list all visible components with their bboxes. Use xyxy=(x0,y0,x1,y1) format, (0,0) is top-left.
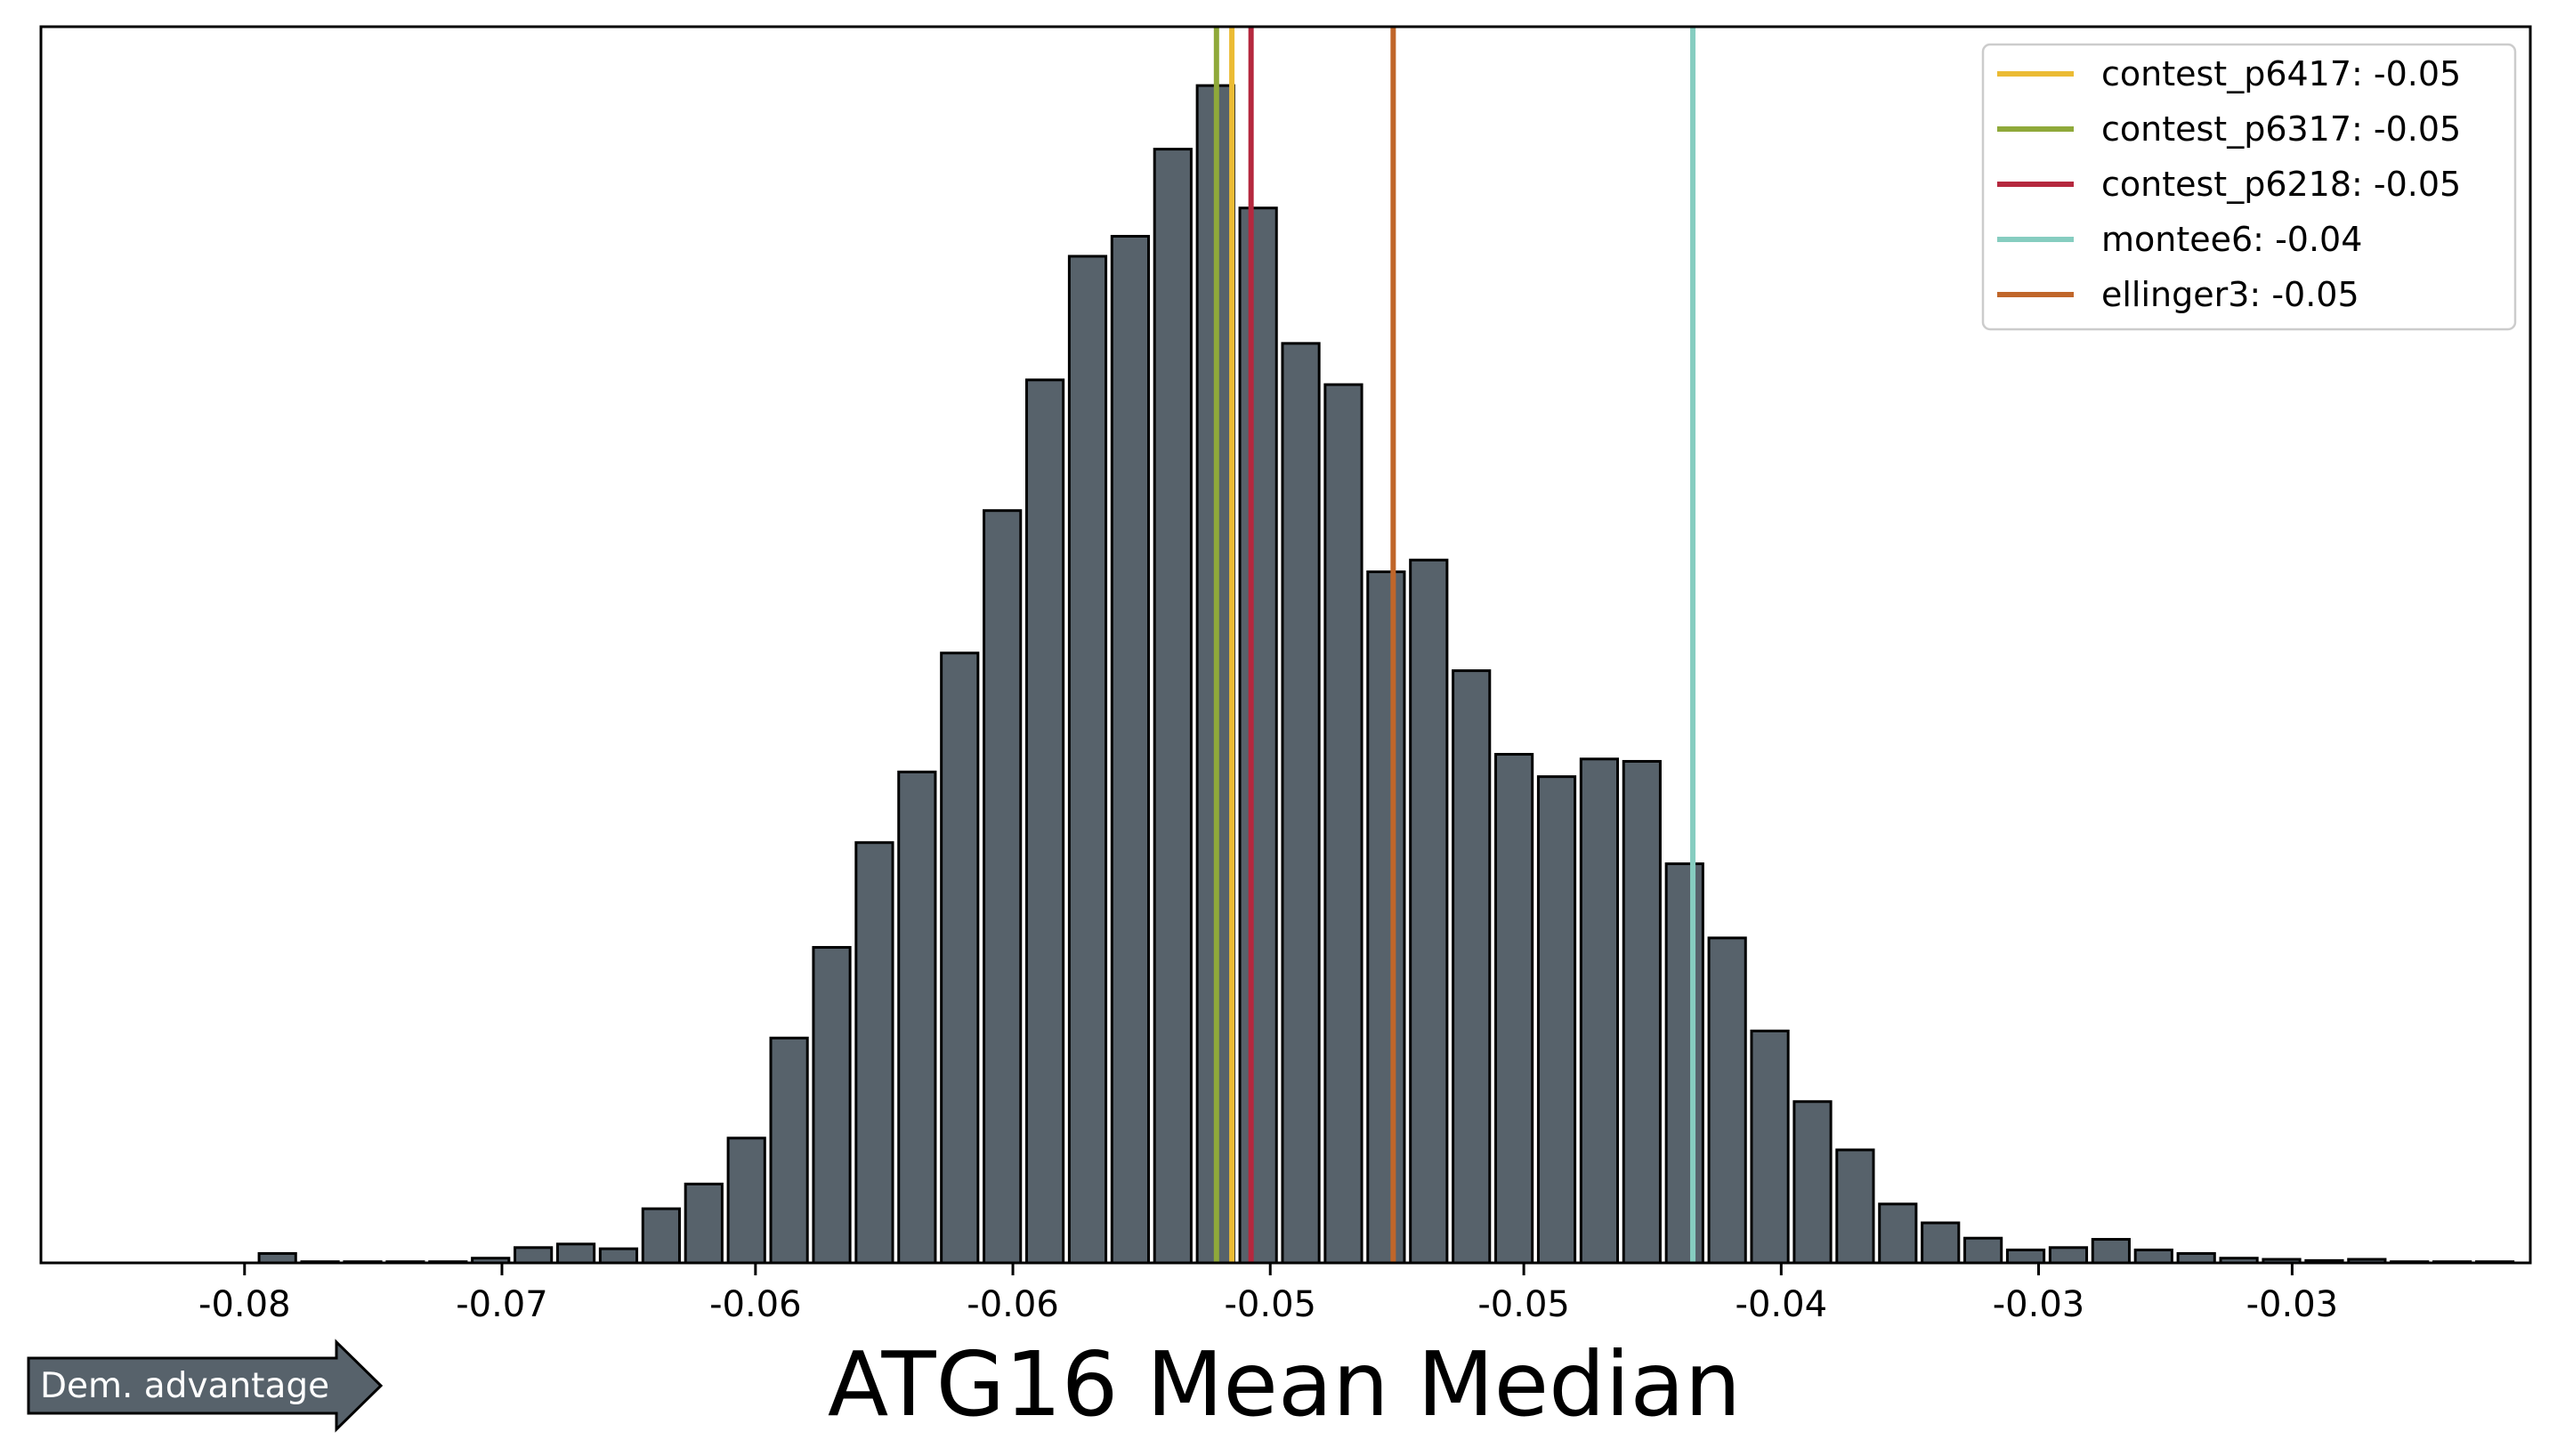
histogram-bar xyxy=(2048,1246,2089,1265)
reference-lines xyxy=(1213,27,1696,1263)
legend: contest_p6417: -0.05 contest_p6317: -0.05… xyxy=(1981,43,2517,331)
histogram-bar xyxy=(1921,1221,1961,1265)
histogram-bar xyxy=(2133,1248,2173,1265)
histogram-bar xyxy=(2176,1251,2216,1265)
x-axis-ticks: -0.08 -0.07 -0.06 -0.06 -0.05 -0.05 -0.04 -0.03… xyxy=(198,1263,2338,1325)
legend-label: contest_p6218: -0.05 xyxy=(2101,165,2461,204)
chart-title: ATG16 Mean Median xyxy=(828,1332,1741,1436)
histogram-bar xyxy=(812,945,852,1265)
histogram-bar xyxy=(1024,378,1065,1265)
legend-label: montee6: -0.04 xyxy=(2101,220,2362,259)
histogram-bar xyxy=(1323,383,1364,1265)
histogram-bar xyxy=(2091,1238,2131,1265)
histogram-bar xyxy=(684,1182,724,1265)
histogram-bar xyxy=(514,1246,554,1265)
x-tick-label: -0.07 xyxy=(456,1284,548,1325)
legend-label: ellinger3: -0.05 xyxy=(2101,275,2359,314)
x-tick-label: -0.05 xyxy=(1224,1284,1316,1325)
x-tick-label: -0.06 xyxy=(709,1284,802,1325)
histogram-bar xyxy=(2005,1248,2046,1265)
histogram-bar xyxy=(1153,148,1193,1265)
histogram-bar xyxy=(1664,862,1704,1265)
histogram-bar xyxy=(1750,1029,1790,1265)
histogram-bar xyxy=(1963,1236,2003,1265)
histogram-bar xyxy=(1452,669,1492,1265)
histogram-bar xyxy=(1707,936,1747,1265)
histogram-bar xyxy=(555,1242,596,1265)
histogram-bar xyxy=(1281,342,1321,1265)
histogram-bar xyxy=(983,509,1023,1265)
histogram-bars xyxy=(257,84,2515,1265)
histogram-bar xyxy=(1494,753,1534,1265)
histogram-bar xyxy=(1238,206,1278,1265)
histogram-bar xyxy=(257,1251,297,1265)
legend-box xyxy=(1981,43,2517,331)
histogram-bar xyxy=(1792,1100,1833,1265)
x-tick-label: -0.08 xyxy=(198,1284,291,1325)
legend-label: contest_p6417: -0.05 xyxy=(2101,54,2461,93)
histogram-bar xyxy=(940,651,980,1265)
histogram-bar xyxy=(1067,255,1108,1265)
histogram-bar xyxy=(1878,1202,1918,1265)
histogram-bar xyxy=(1409,558,1449,1265)
histogram-bar xyxy=(897,770,937,1265)
histogram-bar xyxy=(726,1136,766,1265)
histogram-bar xyxy=(1366,570,1406,1265)
histogram-bar xyxy=(1835,1148,1875,1265)
x-tick-label: -0.04 xyxy=(1736,1284,1828,1325)
x-tick-label: -0.06 xyxy=(967,1284,1059,1325)
histogram-bar xyxy=(769,1036,809,1265)
arrow-label: Dem. advantage xyxy=(40,1366,329,1406)
arrow-shape xyxy=(27,1339,384,1433)
histogram-bar xyxy=(854,841,894,1265)
x-tick-label: -0.03 xyxy=(1993,1284,2085,1325)
histogram-bar xyxy=(1622,759,1662,1265)
histogram-bar xyxy=(1110,234,1151,1265)
histogram-bar xyxy=(641,1207,681,1265)
histogram-bar xyxy=(598,1247,639,1265)
x-tick-label: -0.03 xyxy=(2246,1284,2339,1325)
plot-frame xyxy=(39,25,2532,1265)
dem-advantage-arrow: Dem. advantage xyxy=(27,1339,384,1433)
legend-label: contest_p6317: -0.05 xyxy=(2101,109,2461,149)
histogram-bar xyxy=(1579,757,1620,1265)
x-tick-label: -0.05 xyxy=(1477,1284,1570,1325)
histogram-bar xyxy=(1536,775,1577,1265)
